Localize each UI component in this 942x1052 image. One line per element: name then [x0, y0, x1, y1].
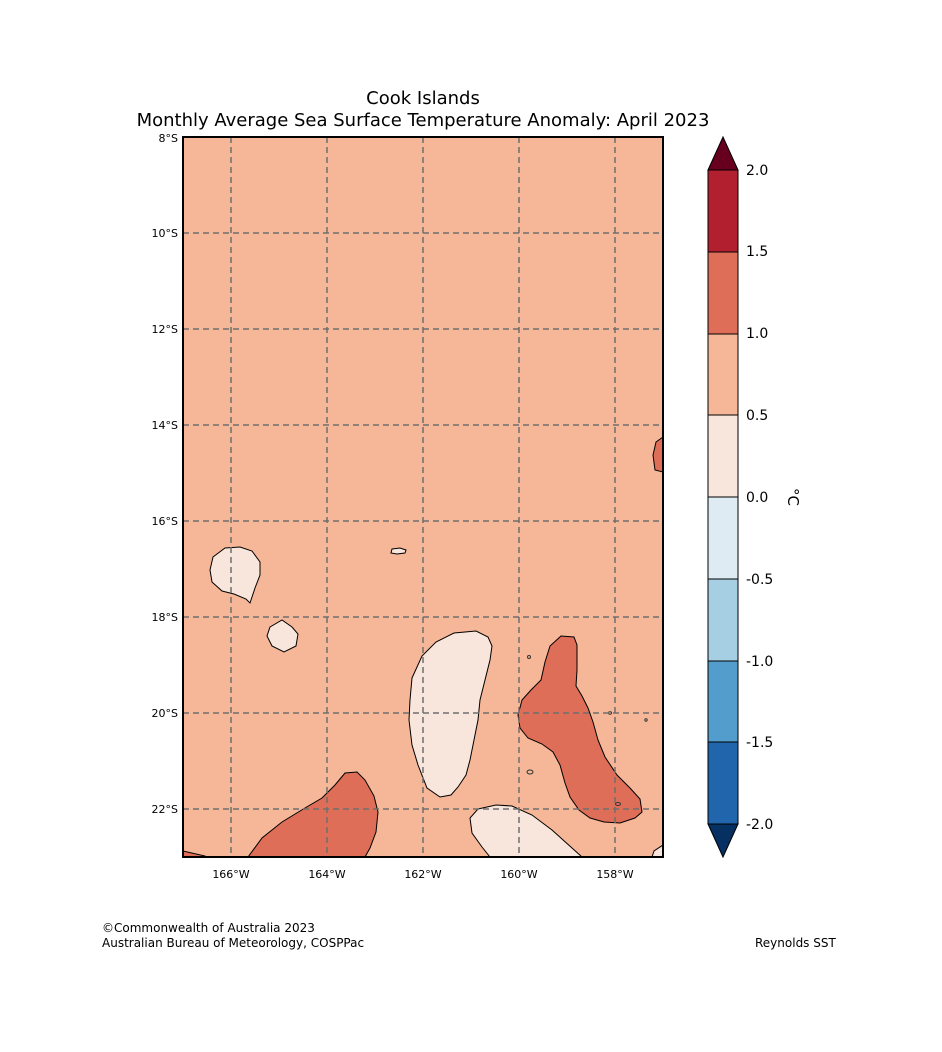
data-source-text: Reynolds SST — [755, 936, 836, 950]
colorbar-bin — [707, 333, 739, 416]
colorbar-bin — [707, 660, 739, 743]
island-marker — [527, 655, 531, 659]
anomaly-region-pale-central — [408, 630, 493, 798]
lon-label: 162°W — [404, 868, 441, 881]
anomaly-region-pale-dot — [390, 547, 407, 555]
colorbar-top-arrow — [707, 135, 739, 171]
colorbar-bin — [707, 251, 739, 335]
anomaly-region-pale-west — [209, 546, 261, 604]
anomaly-region-warm-east-edge — [652, 436, 663, 473]
colorbar-bin — [707, 414, 739, 498]
anomaly-region-warm-southwest — [247, 771, 379, 857]
lat-label: 12°S — [152, 323, 178, 336]
colorbar-tick-label: -1.0 — [746, 654, 773, 670]
anomaly-region-pale-corner — [651, 844, 663, 857]
anomaly-region-warm-corner — [183, 850, 206, 857]
lat-label: 10°S — [152, 227, 178, 240]
island-marker — [644, 718, 648, 722]
lat-label: 14°S — [152, 419, 178, 432]
colorbar-bin — [707, 169, 739, 253]
lat-label: 18°S — [152, 611, 178, 624]
lon-label: 158°W — [596, 868, 633, 881]
lon-label: 166°W — [212, 868, 249, 881]
lat-label: 22°S — [152, 803, 178, 816]
agency-credit-text: Australian Bureau of Meteorology, COSPPa… — [102, 936, 365, 950]
lon-label: 160°W — [500, 868, 537, 881]
lat-label: 8°S — [159, 132, 178, 145]
colorbar-bin — [707, 578, 739, 662]
lon-label: 164°W — [308, 868, 345, 881]
colorbar-tick-label: -0.5 — [746, 572, 773, 588]
colorbar-tick-label: 0.5 — [746, 408, 768, 424]
colorbar-bin — [707, 741, 739, 825]
lat-label: 16°S — [152, 515, 178, 528]
colorbar-bin — [707, 496, 739, 580]
colorbar-tick-label: -2.0 — [746, 817, 773, 833]
map-subtitle: Monthly Average Sea Surface Temperature … — [136, 110, 710, 131]
anomaly-region-warm-east — [517, 635, 643, 824]
copyright-text: ©Commonwealth of Australia 2023 — [102, 921, 315, 935]
colorbar-tick-label: 0.0 — [746, 490, 768, 506]
colorbar-bottom-arrow — [707, 823, 739, 859]
anomaly-region-pale-small — [266, 619, 299, 653]
colorbar — [707, 135, 739, 859]
colorbar-unit-label: °C — [784, 488, 802, 506]
map-frame — [182, 136, 664, 858]
anomaly-region-pale-south — [469, 804, 583, 857]
island-marker — [526, 769, 534, 775]
lat-label: 20°S — [152, 707, 178, 720]
colorbar-tick-label: 2.0 — [746, 163, 768, 179]
map-title: Cook Islands — [366, 88, 480, 109]
colorbar-tick-label: 1.5 — [746, 244, 768, 260]
island-marker — [615, 802, 621, 806]
colorbar-tick-label: 1.0 — [746, 326, 768, 342]
colorbar-tick-label: -1.5 — [746, 735, 773, 751]
